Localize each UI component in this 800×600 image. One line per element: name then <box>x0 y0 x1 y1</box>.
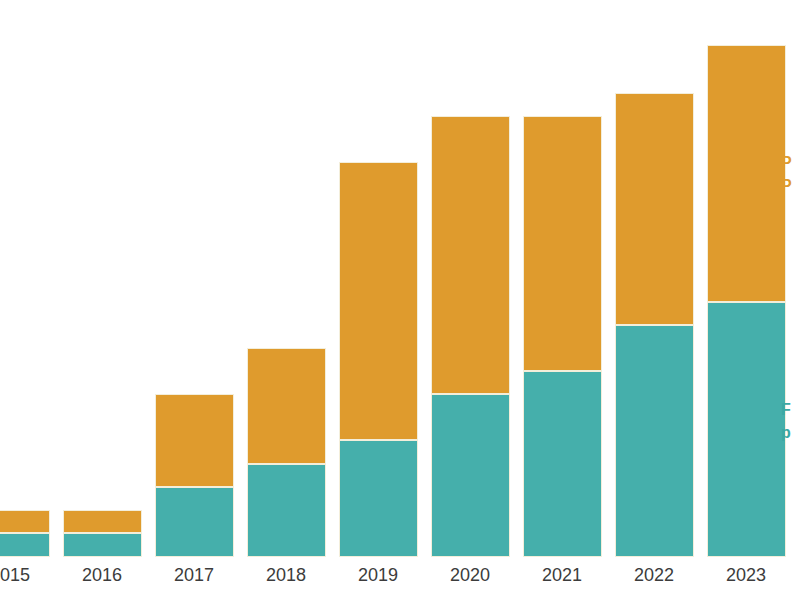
bar-2016-bottom-segment <box>63 533 142 557</box>
bar-2015-bottom-segment <box>0 533 50 557</box>
x-tick-label-2018: 2018 <box>240 563 332 587</box>
x-tick-label-2022: 2022 <box>608 563 700 587</box>
bar-2019-bottom-segment <box>339 440 418 557</box>
x-tick-label-2017: 2017 <box>148 563 240 587</box>
x-tick-label-2016: 2016 <box>56 563 148 587</box>
series-label-top-clipped: P P <box>781 151 792 197</box>
stacked-bar-chart: 201520162017201820192020202120222023 F p P… <box>0 0 800 600</box>
bar-2017-top-segment <box>155 394 234 487</box>
x-tick-label-2023: 2023 <box>700 563 792 587</box>
bar-2023-bottom-segment <box>707 302 786 557</box>
x-tick-label-2021: 2021 <box>516 563 608 587</box>
bar-2019-top-segment <box>339 162 418 440</box>
bar-2020-bottom-segment <box>431 394 510 557</box>
bar-2020-top-segment <box>431 116 510 394</box>
series-label-bottom-clipped: F p <box>781 398 791 444</box>
x-tick-label-2015: 2015 <box>0 563 56 587</box>
x-tick-label-2020: 2020 <box>424 563 516 587</box>
bar-2023-top-segment <box>707 45 786 302</box>
bar-2018-bottom-segment <box>247 464 326 557</box>
bar-2022-bottom-segment <box>615 325 694 557</box>
bar-2015-top-segment <box>0 510 50 533</box>
bar-2016-top-segment <box>63 510 142 533</box>
bar-2018-top-segment <box>247 348 326 464</box>
x-tick-label-2019: 2019 <box>332 563 424 587</box>
bar-2021-top-segment <box>523 116 602 371</box>
bar-2021-bottom-segment <box>523 371 602 557</box>
bar-2022-top-segment <box>615 93 694 325</box>
bar-2017-bottom-segment <box>155 487 234 557</box>
